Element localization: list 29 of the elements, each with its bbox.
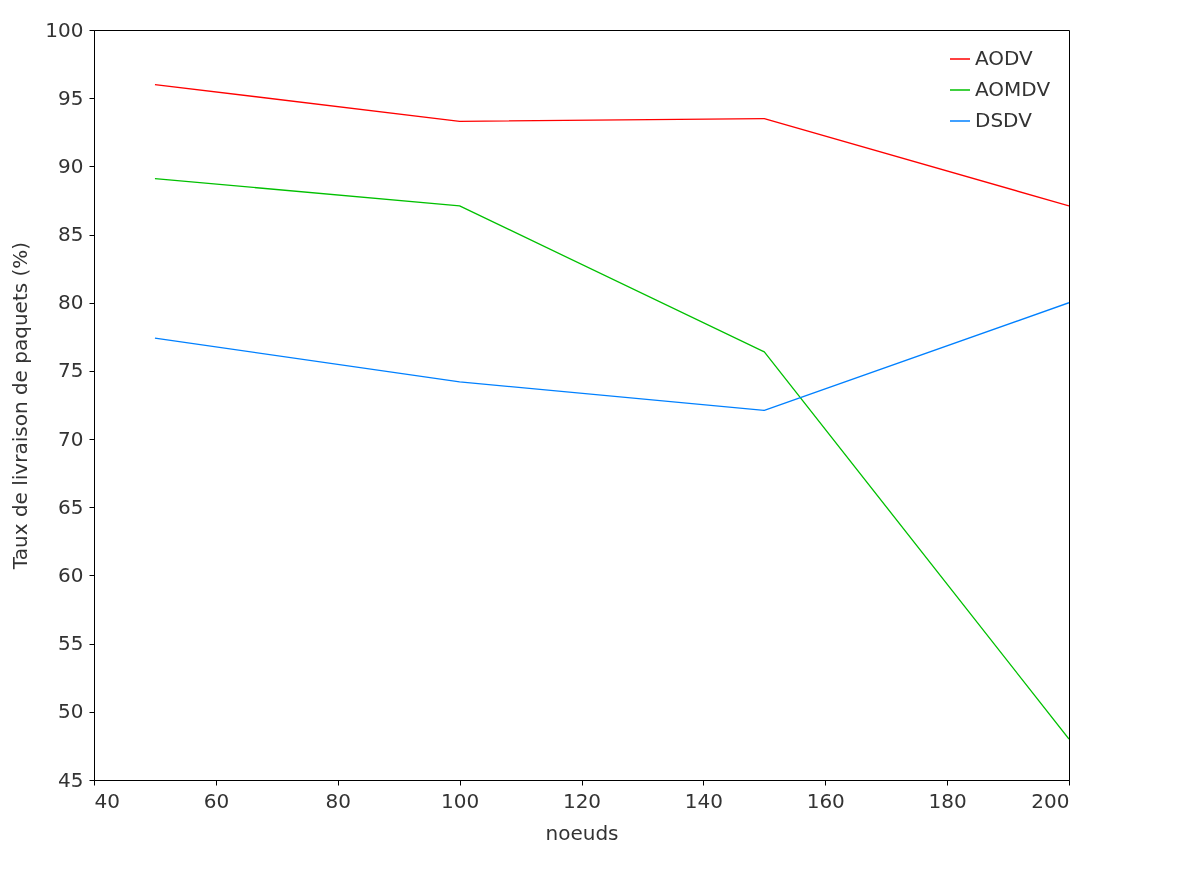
- legend-label: DSDV: [975, 108, 1033, 132]
- line-series: [154, 177, 1069, 740]
- x-tick-label: 120: [562, 788, 602, 813]
- y-tick-label: 80: [58, 290, 84, 315]
- y-tick-label: 85: [58, 222, 84, 247]
- y-tick-label: 45: [58, 767, 84, 792]
- x-tick-label: 160: [806, 788, 845, 813]
- x-tick-label: 40: [94, 788, 120, 813]
- y-axis-title: Taux de livraison de paquets (%): [8, 241, 33, 571]
- legend-label: AOMDV: [975, 77, 1051, 101]
- y-tick-label: 75: [58, 358, 84, 383]
- x-tick-label: 100: [441, 788, 480, 813]
- y-tick-label: 50: [58, 699, 84, 724]
- y-tick-label: 65: [58, 494, 84, 519]
- x-tick-label: 60: [203, 788, 230, 813]
- x-tick-label: 140: [684, 788, 723, 813]
- x-tick-label: 200: [1031, 788, 1070, 813]
- line-series: [154, 302, 1069, 412]
- legend-label: AODV: [975, 46, 1034, 70]
- x-tick-label: 180: [928, 788, 967, 813]
- y-tick-label: 70: [58, 426, 84, 451]
- y-tick-label: 95: [58, 85, 84, 110]
- x-axis-title: noeuds: [545, 820, 619, 845]
- x-tick-label: 80: [325, 788, 351, 813]
- y-tick-label: 90: [58, 153, 84, 178]
- y-tick-label: 60: [58, 562, 84, 587]
- line-series: [154, 83, 1069, 207]
- y-tick-label: 100: [45, 17, 84, 42]
- y-tick-label: 55: [58, 631, 84, 656]
